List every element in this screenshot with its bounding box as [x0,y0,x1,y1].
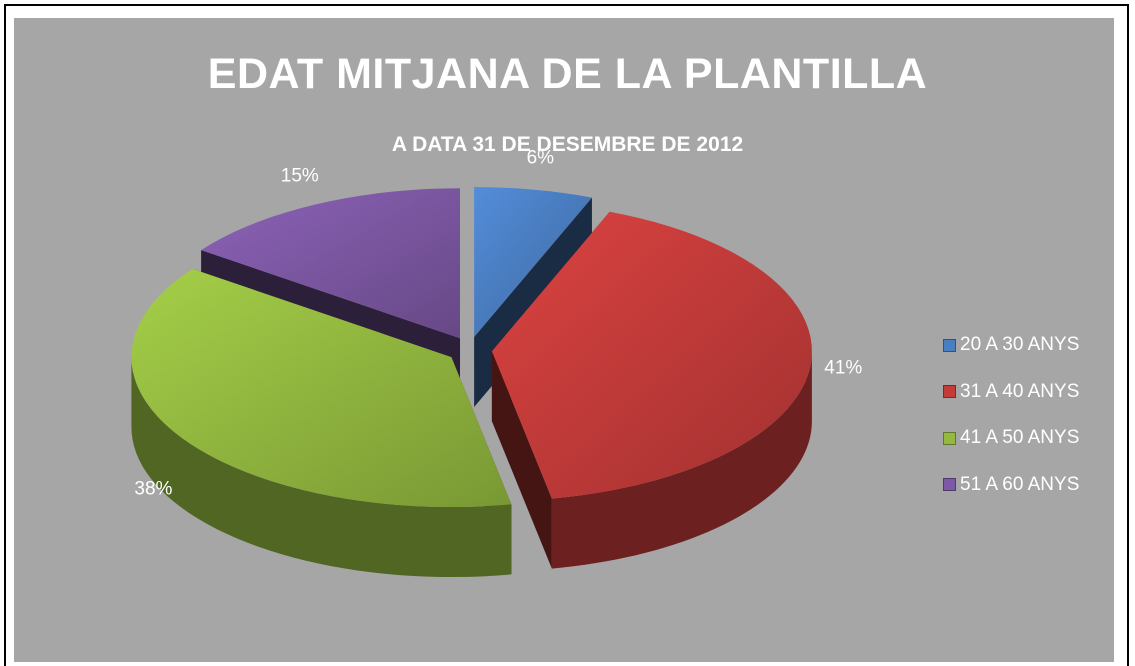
pie-slice [474,187,592,338]
legend-label: 51 A 60 ANYS [960,473,1080,495]
pie-slice-side [491,351,552,569]
pie-slice-wall [551,351,812,569]
legend-item: 41 A 50 ANYS [943,415,1079,462]
data-label: 6% [527,148,555,169]
legend-swatch [943,385,956,399]
data-label: 15% [281,165,319,186]
chart-subtitle: A DATA 31 DE DESEMBRE DE 2012 [391,133,744,156]
pie-slice [131,268,512,508]
legend-label: 41 A 50 ANYS [960,427,1080,449]
data-label: 38% [134,479,172,500]
legend-item: 31 A 40 ANYS [943,369,1079,416]
legend: 20 A 30 ANYS 31 A 40 ANYS 41 A 50 ANYS 51 A… [943,322,1079,508]
pie-slice [491,211,812,499]
legend-swatch [943,431,956,445]
legend-item: 51 A 60 ANYS [943,462,1079,509]
legend-label: 20 A 30 ANYS [960,334,1080,356]
legend-label: 31 A 40 ANYS [960,380,1080,402]
data-label: 41% [824,357,862,378]
legend-swatch [943,478,956,492]
pie-slice-wall [131,357,512,578]
legend-swatch [943,338,956,352]
chart-title: EDAT MITJANA DE LA PLANTILLA [207,50,928,98]
pie-slice [201,188,461,339]
legend-item: 20 A 30 ANYS [943,322,1079,369]
